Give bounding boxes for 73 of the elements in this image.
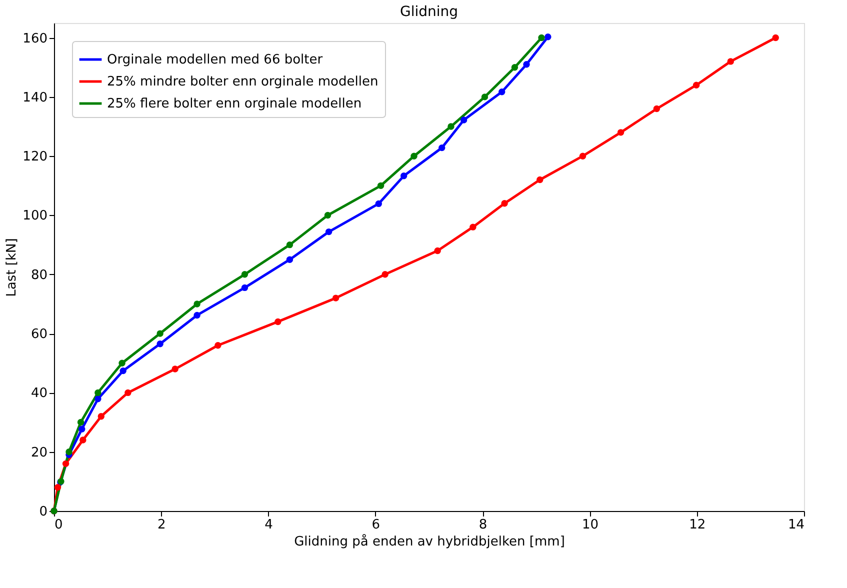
- point: [772, 34, 779, 42]
- x-tick-label: 2: [158, 518, 166, 532]
- x-tick-label: 0: [54, 518, 63, 532]
- y-tick-label: 20: [30, 445, 48, 460]
- point: [77, 418, 84, 426]
- point: [98, 413, 104, 420]
- point: [438, 144, 446, 152]
- point: [286, 241, 294, 248]
- point: [94, 389, 102, 396]
- point: [124, 389, 132, 396]
- point: [156, 340, 164, 348]
- point: [377, 182, 384, 190]
- legend-label: Orginale modellen med 66 bolter: [107, 52, 324, 68]
- point: [538, 34, 545, 42]
- y-tick-label: 120: [22, 150, 48, 165]
- point: [324, 212, 332, 219]
- point: [274, 318, 282, 326]
- point: [241, 271, 248, 278]
- x-tick-label: 10: [582, 518, 598, 532]
- point: [286, 256, 294, 263]
- point: [332, 294, 340, 302]
- point: [241, 284, 248, 292]
- x-tick-label: 6: [372, 518, 380, 532]
- y-tick-label: 40: [30, 386, 48, 402]
- y-tick-label: 60: [30, 327, 48, 342]
- point: [94, 396, 102, 402]
- point: [511, 64, 518, 71]
- point: [194, 300, 200, 308]
- point: [727, 58, 734, 65]
- point: [481, 94, 488, 100]
- legend-label: 25% mindre bolter enn orginale modellen: [107, 74, 378, 90]
- point: [375, 200, 382, 208]
- point: [410, 152, 418, 160]
- point: [156, 330, 164, 337]
- point: [120, 367, 126, 374]
- point: [54, 484, 62, 491]
- point: [536, 176, 544, 184]
- point: [692, 82, 700, 88]
- point: [544, 34, 552, 40]
- point: [80, 436, 86, 444]
- point: [325, 228, 332, 236]
- chart-title: Glidning: [400, 4, 458, 20]
- point: [194, 312, 200, 319]
- point: [118, 360, 126, 366]
- x-tick-label: 12: [689, 518, 706, 532]
- point: [62, 460, 70, 468]
- point: [78, 426, 86, 432]
- point: [617, 129, 624, 136]
- point: [653, 105, 660, 112]
- point: [382, 271, 388, 278]
- point: [434, 247, 441, 254]
- point: [470, 224, 476, 230]
- point: [579, 152, 586, 160]
- point: [214, 342, 222, 349]
- y-tick-label: 160: [22, 31, 48, 46]
- x-tick-label: 4: [264, 518, 273, 532]
- point: [172, 366, 178, 372]
- x-tick-label: 8: [478, 518, 488, 532]
- y-tick-label: 80: [30, 268, 48, 283]
- point: [66, 448, 72, 456]
- y-axis-title: Last [kN]: [4, 238, 20, 297]
- point: [523, 61, 530, 68]
- point: [460, 116, 468, 124]
- y-tick-label: 100: [22, 208, 48, 224]
- point: [501, 200, 508, 207]
- point: [448, 123, 454, 130]
- y-tick-label: 140: [22, 90, 48, 106]
- x-tick-label: 14: [788, 518, 804, 532]
- x-axis-title: Glidning på enden av hybridbjelken [mm]: [294, 534, 565, 550]
- point: [400, 172, 408, 180]
- point: [498, 88, 506, 96]
- legend-label: 25% flere bolter enn orginale modellen: [107, 96, 362, 112]
- y-tick-label: 0: [39, 504, 48, 520]
